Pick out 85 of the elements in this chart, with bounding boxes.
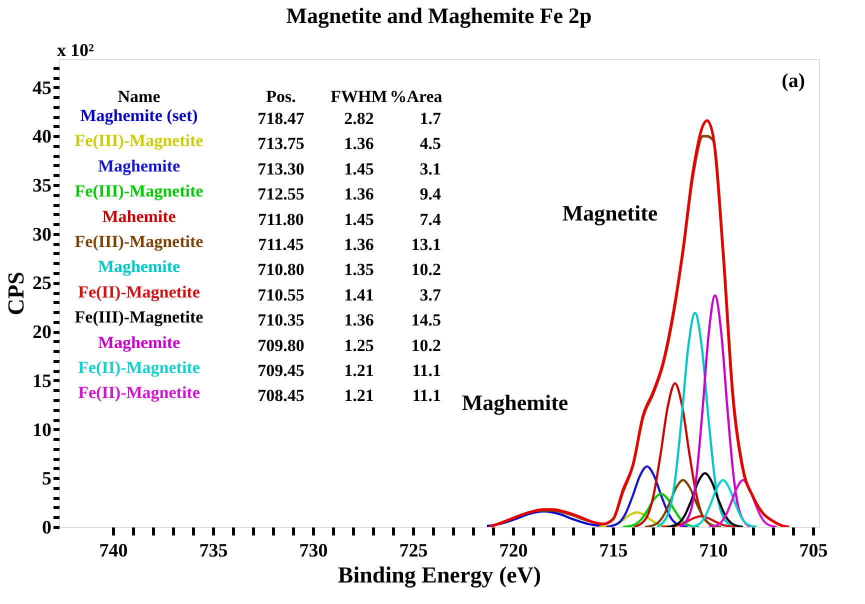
y-axis-title: CPS [4, 272, 28, 316]
annotation: 713.30 [258, 159, 304, 178]
text: Fe(III)-Magnetite [74, 308, 204, 327]
annotation: x 10² [57, 40, 94, 60]
annotation: 1.35 [344, 260, 374, 280]
y-tick-label: 45 [32, 78, 52, 99]
text: Fe(II)-Magnetite [78, 383, 200, 402]
annotation: 710.80 [258, 260, 304, 280]
text: Fe(II)-Magnetite [78, 358, 200, 377]
annotation: %Area [390, 87, 443, 106]
annotation: 1.45 [344, 159, 374, 178]
text: Maghemite [98, 332, 181, 352]
annotation: 710.55 [258, 285, 304, 304]
annotation: FWHM [330, 87, 388, 106]
x-tick-label: 715 [599, 540, 628, 562]
text: Fe(III)-Magnetite [74, 232, 204, 251]
text: Maghemite [98, 257, 181, 276]
y-tick-label: 15 [32, 370, 52, 392]
annotation: (a) [782, 70, 805, 92]
text: Fe(II)-Magnetite [78, 282, 200, 302]
y-tick-label: 25 [32, 273, 52, 294]
text: Maghemite [98, 156, 181, 176]
text: Mahemite [102, 206, 176, 226]
annotation: 713.75 [258, 134, 304, 154]
chart-title: Magnetite and Maghemite Fe 2p [286, 3, 592, 28]
annotation: 1.25 [344, 336, 374, 355]
annotation: 10.2 [411, 260, 441, 280]
annotation: 11.1 [412, 386, 441, 406]
line-series [688, 479, 758, 527]
annotation: Magnetite [562, 200, 658, 226]
text: Fe(III)-Magnetite [74, 131, 204, 150]
annotation: 710.35 [258, 310, 304, 330]
line-series [622, 492, 700, 527]
annotation: 711.45 [258, 235, 304, 254]
annotation: 4.5 [420, 134, 441, 154]
annotation: 3.7 [420, 285, 442, 304]
x-tick-label: 725 [399, 540, 428, 562]
annotation: 1.41 [344, 285, 374, 304]
annotation: 1.36 [344, 184, 374, 204]
annotation: 1.21 [344, 361, 374, 380]
annotation: 9.4 [420, 184, 442, 204]
annotation: 7.4 [420, 210, 442, 229]
line-series [678, 294, 752, 527]
annotation: 1.45 [344, 210, 374, 229]
text: Maghemite (set) [80, 106, 198, 125]
annotation: 718.47 [258, 109, 305, 128]
x-tick-label: 710 [699, 540, 728, 562]
y-tick-label: 40 [32, 126, 52, 148]
y-tick-label: 0 [42, 518, 52, 538]
annotation: 1.36 [344, 310, 374, 330]
annotation: 3.1 [420, 159, 441, 178]
annotation: Name [118, 87, 161, 106]
line-series [486, 510, 602, 527]
annotation: 14.5 [411, 310, 441, 330]
annotation: Pos. [266, 87, 296, 106]
annotation: 2.82 [344, 109, 374, 128]
annotation: 712.55 [258, 184, 304, 204]
annotation: 711.80 [258, 210, 304, 229]
annotation: 1.21 [344, 386, 374, 406]
y-tick-label: 35 [32, 176, 52, 197]
annotation: 709.80 [258, 336, 304, 355]
y-tick-label: 20 [32, 322, 52, 344]
line-series [605, 465, 689, 527]
line-series [644, 479, 722, 527]
annotation: Maghemite [462, 390, 568, 415]
annotation: 709.45 [258, 361, 304, 380]
annotation: 10.2 [411, 336, 441, 355]
annotation: 1.36 [344, 235, 374, 254]
line-series [656, 312, 734, 527]
annotation: 1.36 [344, 134, 374, 154]
x-tick-label: 730 [299, 540, 328, 562]
y-tick-label: 30 [32, 224, 52, 246]
y-tick-label: 5 [42, 468, 52, 490]
annotation: 13.1 [411, 235, 441, 254]
annotation: 11.1 [412, 361, 441, 380]
line-series [708, 479, 778, 527]
x-tick-label: 735 [199, 540, 228, 562]
x-tick-label: 720 [499, 540, 528, 562]
x-tick-label: 740 [99, 540, 128, 562]
annotation: 1.7 [420, 109, 442, 128]
annotation: 708.45 [258, 386, 304, 406]
text: Fe(III)-Magnetite [74, 182, 204, 201]
x-axis-title: Binding Energy (eV) [338, 562, 542, 588]
x-tick-label: 705 [799, 540, 828, 562]
y-tick-label: 10 [32, 420, 52, 441]
